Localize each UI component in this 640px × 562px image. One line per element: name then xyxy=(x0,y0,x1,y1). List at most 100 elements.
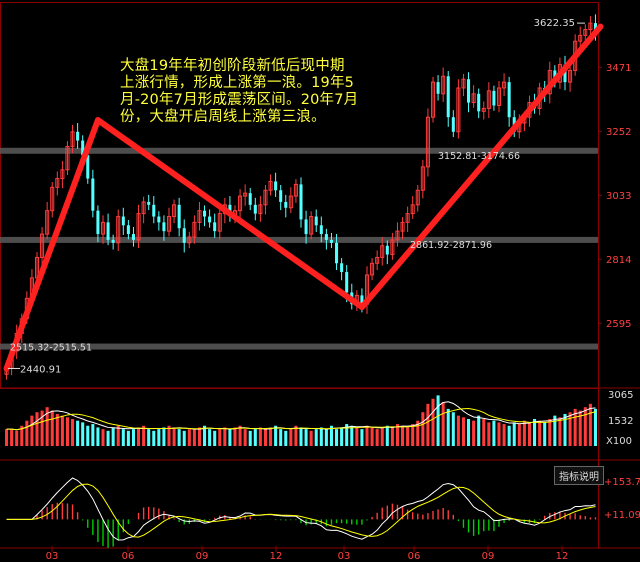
candle-body-down xyxy=(182,228,186,243)
candle-body-up xyxy=(502,81,507,89)
volume-bar xyxy=(116,425,120,446)
volume-bar xyxy=(375,429,379,446)
volume-bar xyxy=(573,408,577,446)
volume-bar xyxy=(548,419,552,446)
volume-bar xyxy=(350,425,354,446)
candle-body-down xyxy=(279,190,283,202)
volume-bar xyxy=(258,427,262,446)
candle-body-up xyxy=(486,90,491,109)
annotation-line: 月-20年7月形成震荡区间。20年7月 xyxy=(120,92,359,108)
candle-body-up xyxy=(578,34,583,42)
candle-body-up xyxy=(45,210,50,235)
volume-bar xyxy=(335,429,339,446)
indicator-explain-button[interactable]: 指标说明 xyxy=(554,466,604,485)
candle-body-down xyxy=(86,155,90,179)
candle-body-up xyxy=(192,221,197,238)
price-zone-band xyxy=(0,147,598,154)
volume-bar xyxy=(96,427,100,446)
volume-bar xyxy=(81,422,85,446)
volume-bar xyxy=(502,424,506,446)
candle-body-up xyxy=(217,213,222,232)
volume-tick-label: 3065 xyxy=(608,390,633,401)
volume-bar xyxy=(213,430,217,446)
volume-bar xyxy=(304,429,308,446)
volume-bar xyxy=(446,408,450,446)
candle-body-up xyxy=(136,213,141,241)
volume-bar xyxy=(137,427,141,446)
candle-body-up xyxy=(400,221,405,232)
volume-bar xyxy=(527,422,531,446)
volume-bar xyxy=(477,415,481,446)
volume-bar xyxy=(243,429,247,446)
volume-bar xyxy=(197,427,201,446)
volume-bar xyxy=(431,398,435,446)
volume-bar xyxy=(411,424,415,446)
volume-bar xyxy=(269,427,273,446)
volume-bar xyxy=(91,424,95,446)
candle-body-up xyxy=(430,81,436,118)
candle-body-down xyxy=(177,204,181,229)
candle-body-down xyxy=(492,90,496,106)
volume-bar xyxy=(370,427,374,446)
candle-body-up xyxy=(415,189,420,206)
wave-trend-line xyxy=(94,117,365,311)
candle-body-up xyxy=(141,201,146,215)
volume-bar xyxy=(558,417,562,446)
volume-bar xyxy=(401,425,405,446)
volume-bar xyxy=(131,429,135,446)
volume-bar xyxy=(157,429,161,446)
volume-bar xyxy=(35,412,39,446)
volume-bar xyxy=(289,429,293,446)
volume-bar xyxy=(578,410,582,446)
candle-body-down xyxy=(324,234,328,240)
volume-bar xyxy=(355,427,359,446)
candle-body-up xyxy=(583,29,588,36)
candle-body-up xyxy=(481,107,486,112)
volume-bar xyxy=(467,419,471,446)
volume-bar xyxy=(203,425,207,446)
volume-bar xyxy=(142,425,146,446)
candle-body-down xyxy=(274,181,278,191)
candle-body-down xyxy=(91,178,95,211)
price-tick-label: 3471 xyxy=(606,63,631,74)
candle-body-up xyxy=(405,213,410,223)
candle-body-down xyxy=(299,184,303,220)
candle-body-down xyxy=(319,225,323,235)
volume-bar xyxy=(40,410,44,446)
candle-body-down xyxy=(563,64,567,83)
x-tick-label: 03 xyxy=(338,551,351,562)
volume-bar xyxy=(187,429,191,446)
volume-bar xyxy=(192,429,196,446)
volume-bar xyxy=(421,412,425,446)
volume-bar xyxy=(111,427,115,446)
candle-body-down xyxy=(360,295,364,305)
candle-body-up xyxy=(100,221,106,235)
candle-body-up xyxy=(441,75,446,95)
candle-body-down xyxy=(467,79,471,103)
candle-body-down xyxy=(131,234,135,240)
volume-bar xyxy=(395,424,399,446)
price-zone-band xyxy=(0,343,598,350)
volume-bar xyxy=(233,427,237,446)
volume-bar xyxy=(25,420,29,446)
candle-body-down xyxy=(248,193,252,205)
volume-bar xyxy=(360,429,364,446)
volume-bar xyxy=(522,420,526,446)
candle-body-up xyxy=(293,183,298,197)
volume-bar xyxy=(436,395,440,446)
price-tick-label: 3252 xyxy=(606,127,631,138)
volume-bar xyxy=(45,407,49,446)
volume-bar xyxy=(152,430,156,446)
volume-bar xyxy=(263,429,267,446)
candle-body-up xyxy=(309,216,314,235)
candle-body-up xyxy=(390,239,395,256)
volume-bar xyxy=(588,403,592,446)
volume-bar xyxy=(456,415,460,446)
volume-bar xyxy=(71,419,75,446)
volume-bar xyxy=(86,425,90,446)
volume-unit-label: X100 xyxy=(606,436,632,447)
x-tick-label: 09 xyxy=(482,551,495,562)
candle-body-up xyxy=(40,233,45,258)
